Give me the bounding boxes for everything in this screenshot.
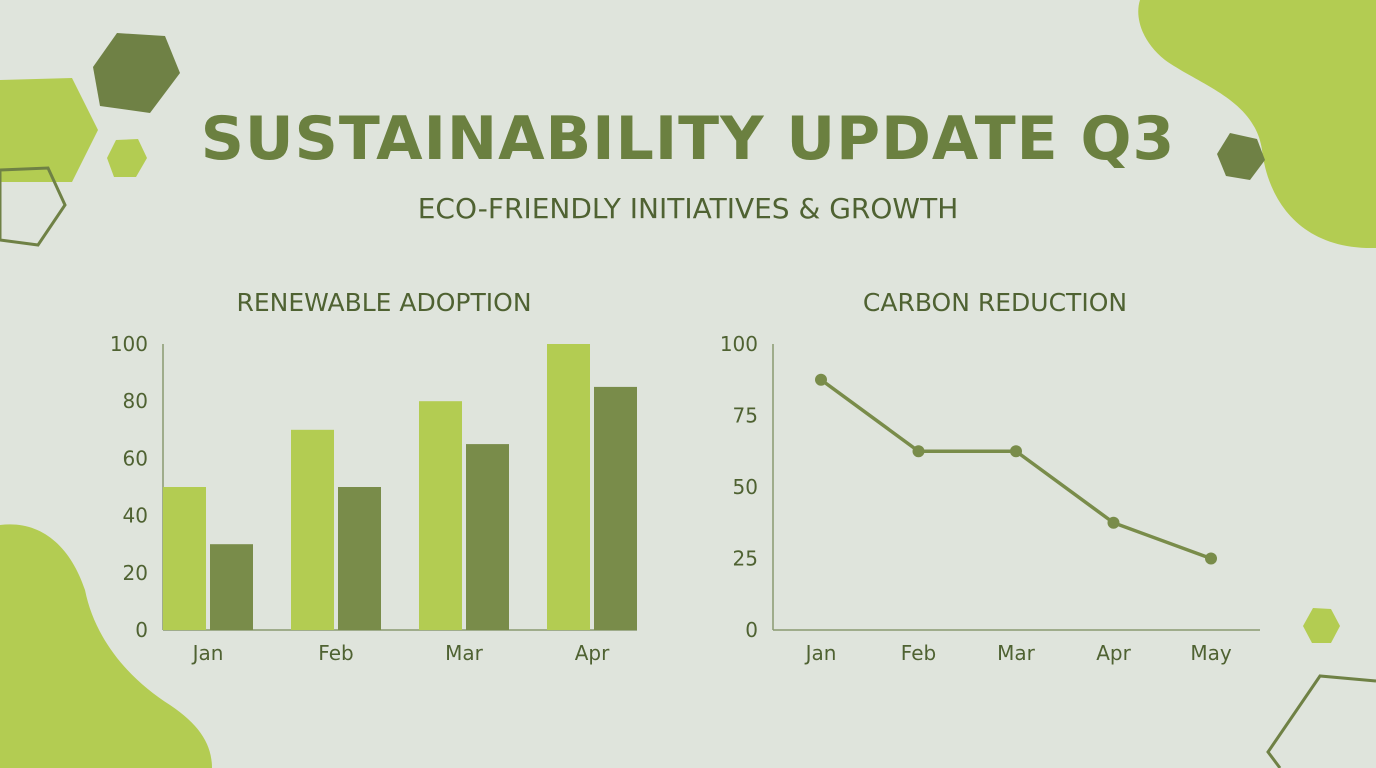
data-point-mar — [1010, 445, 1022, 458]
hexagon-light-left — [0, 78, 98, 182]
bar-apr-series-2 — [594, 386, 637, 630]
y-tick-label: 50 — [733, 475, 758, 499]
data-point-apr — [1107, 516, 1120, 529]
y-tick-label: 80 — [123, 389, 148, 413]
y-tick-label: 25 — [733, 547, 758, 571]
x-tick-label: Feb — [318, 641, 353, 665]
x-tick-label: Jan — [804, 641, 837, 665]
bar-jan-series-2 — [210, 544, 253, 630]
hexagon-dark-top-left — [93, 33, 180, 113]
top-right-blob — [1138, 0, 1376, 249]
bar-mar-series-2 — [466, 444, 509, 630]
x-tick-label: Mar — [997, 641, 1036, 665]
y-tick-label: 0 — [745, 618, 758, 642]
y-tick-label: 60 — [123, 446, 148, 470]
hexagon-outline-bottom-right — [1266, 674, 1376, 768]
line-chart-title: CARBON REDUCTION — [862, 288, 1128, 317]
carbon-series-line — [819, 378, 1213, 561]
x-tick-label: Apr — [575, 641, 610, 665]
bar-feb-series-2 — [338, 487, 381, 630]
hexagon-small-light-right — [1303, 608, 1340, 643]
hexagon-outline-left — [0, 166, 67, 247]
bar-jan-series-1 — [163, 487, 206, 630]
data-point-jan — [815, 373, 827, 386]
x-tick-label: Mar — [445, 641, 484, 665]
bar-chart-title: RENEWABLE ADOPTION — [236, 288, 532, 317]
y-tick-label: 0 — [135, 618, 148, 642]
x-tick-label: May — [1190, 641, 1232, 665]
y-tick-label: 75 — [733, 404, 758, 428]
x-tick-label: Feb — [901, 641, 936, 665]
page-subtitle: ECO-FRIENDLY INITIATIVES & GROWTH — [417, 192, 959, 225]
y-tick-label: 40 — [123, 504, 148, 528]
carbon-reduction-chart: 0 25 50 75 100 Jan Feb Mar Apr May — [720, 332, 1260, 665]
page-title: SUSTAINABILITY UPDATE Q3 — [200, 104, 1176, 174]
y-tick-label: 100 — [110, 332, 148, 356]
data-point-may — [1205, 552, 1217, 565]
bar-apr-series-1 — [547, 344, 590, 630]
bar-mar-series-1 — [419, 401, 462, 630]
data-point-feb — [912, 445, 925, 458]
x-tick-label: Jan — [191, 641, 224, 665]
bottom-left-blob — [0, 524, 212, 768]
y-tick-label: 20 — [123, 561, 148, 585]
x-tick-label: Apr — [1096, 641, 1131, 665]
y-tick-label: 100 — [720, 332, 758, 356]
renewable-adoption-chart: 0 20 40 60 80 100 Jan Feb Mar Apr — [110, 332, 637, 665]
hexagon-small-light-left — [107, 139, 147, 177]
bar-feb-series-1 — [291, 429, 334, 630]
hexagon-dark-right — [1217, 133, 1265, 180]
